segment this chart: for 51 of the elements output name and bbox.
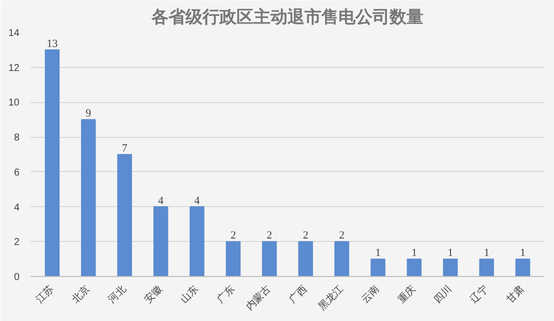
y-tick-label: 2 xyxy=(14,237,20,248)
y-tick-label: 4 xyxy=(14,202,20,214)
x-tick-label: 安徽 xyxy=(142,282,165,306)
y-tick-label: 0 xyxy=(14,272,20,283)
x-tick-label: 内蒙古 xyxy=(244,282,274,313)
data-label: 1 xyxy=(484,247,490,260)
bar xyxy=(443,258,458,276)
x-tick-label: 广西 xyxy=(286,282,310,306)
x-tick-label: 河北 xyxy=(106,282,128,306)
bar xyxy=(226,241,241,276)
data-label: 9 xyxy=(86,108,92,120)
chart-title: 各省级行政区主动退市售电公司数量 xyxy=(150,8,424,28)
y-tick-label: 10 xyxy=(8,98,20,109)
bar xyxy=(334,241,350,276)
x-tick-label: 黑龙江 xyxy=(316,282,346,313)
data-label: 1 xyxy=(520,247,526,260)
x-tick-label: 甘肃 xyxy=(504,282,527,306)
bar xyxy=(44,49,60,276)
data-label: 2 xyxy=(302,230,308,242)
bar xyxy=(479,258,494,276)
data-label: 2 xyxy=(266,230,272,242)
data-label: 13 xyxy=(46,38,58,50)
bar xyxy=(81,119,96,276)
x-tick-label: 重庆 xyxy=(395,282,418,306)
x-tick-label: 辽宁 xyxy=(468,282,490,306)
bar xyxy=(406,258,422,276)
x-tick-label: 江苏 xyxy=(33,282,56,306)
x-tick-label: 广东 xyxy=(214,282,238,306)
x-tick-label: 山东 xyxy=(178,282,201,306)
bar xyxy=(153,206,168,276)
bar xyxy=(190,206,204,276)
y-tick-label: 8 xyxy=(14,132,20,144)
data-label: 1 xyxy=(375,247,381,260)
y-tick-label: 12 xyxy=(8,62,20,74)
data-label: 1 xyxy=(411,247,417,260)
x-tick-label: 北京 xyxy=(70,282,92,306)
bar xyxy=(515,258,530,276)
data-label: 2 xyxy=(230,230,236,242)
data-label: 2 xyxy=(339,230,345,242)
bar xyxy=(117,154,132,276)
bar xyxy=(262,241,277,276)
data-label: 4 xyxy=(158,194,164,207)
data-label: 7 xyxy=(122,142,128,154)
y-tick-label: 6 xyxy=(14,167,20,178)
data-label: 4 xyxy=(194,194,200,207)
x-tick-label: 云南 xyxy=(359,282,382,306)
bar xyxy=(370,258,386,276)
bar xyxy=(298,241,313,276)
x-tick-label: 四川 xyxy=(432,282,454,306)
data-label: 1 xyxy=(448,247,454,260)
y-tick-label: 14 xyxy=(8,28,20,39)
